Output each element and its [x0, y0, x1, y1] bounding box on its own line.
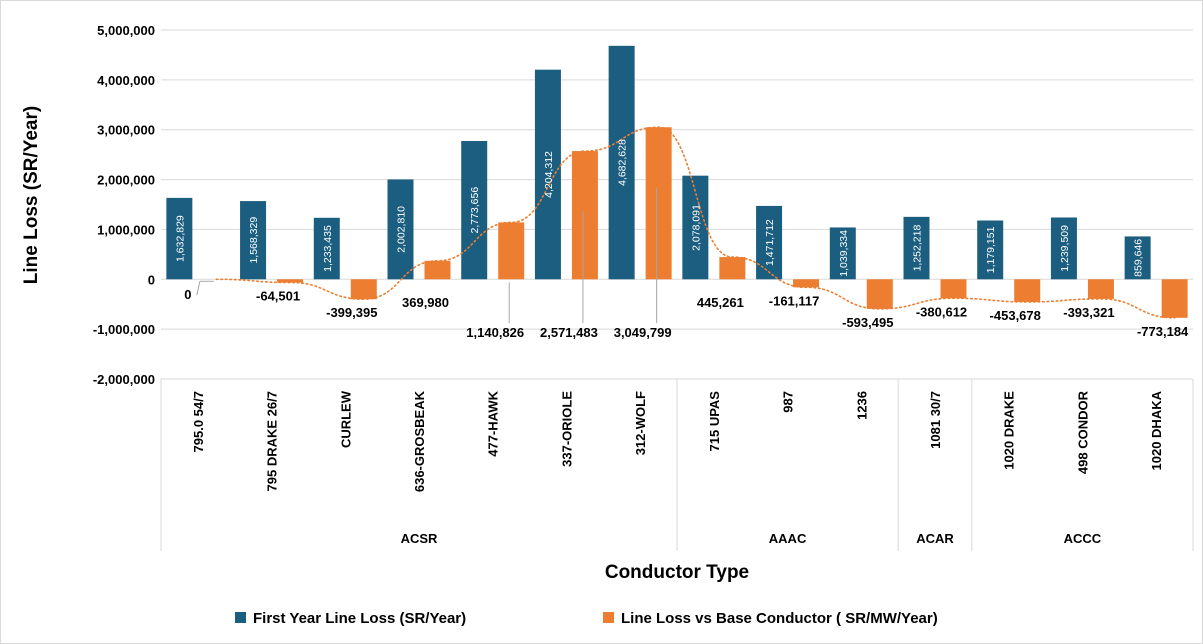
data-label-first-year: 2,773,656 [469, 187, 481, 234]
category-label: 1081 30/7 [928, 391, 943, 449]
data-label-first-year: 859,646 [1133, 239, 1145, 277]
category-label: 312-WOLF [633, 391, 648, 455]
category-label: 715 UPAS [707, 391, 722, 452]
bar-line-loss-vs-base [1014, 279, 1041, 302]
data-label-vs-base: -399,395 [326, 305, 377, 320]
bar-first-year-line-loss [903, 216, 930, 280]
data-label-vs-base: 1,140,826 [466, 325, 524, 340]
bar-first-year-line-loss [1050, 217, 1077, 280]
data-label-vs-base: 445,261 [697, 295, 744, 310]
bar-line-loss-vs-base [350, 279, 377, 300]
category-label: 987 [781, 391, 796, 413]
category-label: 337-ORIOLE [559, 391, 574, 467]
data-label-first-year: 4,682,628 [617, 139, 629, 186]
category-label: 795 DRAKE 26/7 [265, 391, 280, 491]
y-tick-label: 4,000,000 [97, 73, 155, 88]
data-label-vs-base: -593,495 [842, 315, 893, 330]
data-label-vs-base: 3,049,799 [614, 325, 672, 340]
bar-first-year-line-loss [166, 197, 193, 280]
bar-line-loss-vs-base [424, 260, 451, 280]
legend: First Year Line Loss (SR/Year) Line Loss … [235, 610, 938, 627]
y-tick-label: 2,000,000 [97, 173, 155, 188]
bar-line-loss-vs-base [866, 279, 893, 309]
category-label: 1236 [854, 391, 869, 420]
category-label: 795.0 54/7 [191, 391, 206, 452]
bar-first-year-line-loss [534, 69, 561, 280]
y-tick-label: 0 [148, 272, 155, 287]
trendline [215, 126, 1176, 319]
y-tick-label: -1,000,000 [93, 322, 155, 337]
data-label-first-year: 1,632,829 [174, 215, 186, 262]
data-label-vs-base: -453,678 [990, 308, 1041, 323]
data-label-vs-base: -393,321 [1063, 305, 1114, 320]
legend-swatch [603, 612, 614, 623]
bar-first-year-line-loss [608, 45, 635, 280]
category-label: 1020 DRAKE [1002, 391, 1017, 470]
y-tick-label: 3,000,000 [97, 123, 155, 138]
legend-swatch [235, 612, 246, 623]
bar-first-year-line-loss [756, 205, 783, 280]
category-label: 477-HAWK [486, 390, 501, 456]
category-label: 1020 DHAKA [1149, 390, 1164, 470]
bar-line-loss-vs-base [571, 151, 598, 280]
legend-entry: First Year Line Loss (SR/Year) [253, 610, 466, 627]
bar-line-loss-vs-base [793, 279, 820, 288]
data-label-first-year: 1,239,509 [1059, 225, 1071, 272]
data-label-first-year: 1,179,151 [985, 226, 997, 273]
data-label-first-year: 1,471,712 [764, 219, 776, 266]
x-axis-title: Conductor Type [605, 562, 749, 583]
group-label: ACSR [401, 531, 438, 546]
data-label-first-year: 1,039,334 [838, 230, 850, 277]
legend-entry: Line Loss vs Base Conductor ( SR/MW/Year… [621, 610, 938, 627]
data-label-vs-base: -773,184 [1137, 324, 1189, 339]
y-tick-label: 5,000,000 [97, 23, 155, 38]
bar-first-year-line-loss [313, 217, 340, 280]
group-label: AAAC [769, 531, 807, 546]
bar-line-loss-vs-base [645, 127, 672, 280]
bar-line-loss-vs-base [719, 257, 746, 280]
data-label-vs-base: -161,117 [769, 293, 820, 308]
data-label-vs-base: 369,980 [402, 295, 449, 310]
bar-line-loss-vs-base [940, 279, 967, 299]
bar-first-year-line-loss [829, 227, 856, 280]
group-label: ACCC [1064, 531, 1102, 546]
data-label-vs-base: -380,612 [916, 304, 967, 319]
category-label: 498 CONDOR [1075, 390, 1090, 474]
bar-line-loss-vs-base [1087, 279, 1114, 299]
data-label-first-year: 1,252,218 [912, 225, 924, 272]
bar-first-year-line-loss [682, 175, 709, 280]
bar-line-loss-vs-base [1161, 279, 1188, 318]
data-label-first-year: 1,233,435 [322, 225, 334, 272]
bar-first-year-line-loss [461, 140, 488, 280]
category-label: CURLEW [338, 390, 353, 448]
group-label: ACAR [916, 531, 954, 546]
category-label: 636-GROSBEAK [412, 390, 427, 492]
data-label-vs-base: 2,571,483 [540, 325, 598, 340]
label-leader-line [196, 281, 201, 296]
bar-first-year-line-loss [240, 201, 267, 280]
data-label-vs-base: -64,501 [256, 289, 300, 304]
data-label-vs-base: 0 [184, 287, 191, 302]
data-label-first-year: 2,002,810 [396, 206, 408, 253]
y-tick-label: -2,000,000 [93, 372, 155, 387]
y-tick-label: 1,000,000 [97, 222, 155, 237]
data-label-first-year: 2,078,091 [690, 204, 702, 251]
bar-first-year-line-loss [1124, 236, 1151, 280]
bar-line-loss-vs-base [277, 279, 304, 283]
bar-line-loss-vs-base [498, 222, 525, 280]
bar-first-year-line-loss [977, 220, 1004, 280]
y-axis-title: Line Loss (SR/Year) [21, 106, 42, 284]
data-label-first-year: 1,568,329 [248, 217, 260, 264]
bar-first-year-line-loss [387, 179, 414, 280]
data-label-first-year: 4,204,312 [543, 151, 555, 198]
